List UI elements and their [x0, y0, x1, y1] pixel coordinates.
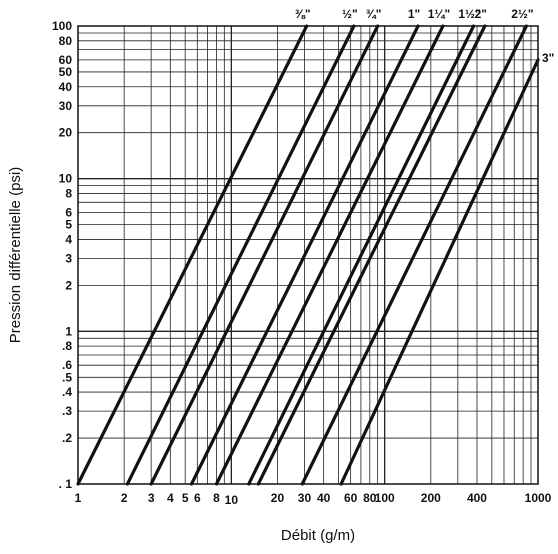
series-lines — [76, 24, 540, 486]
y-tick-label: 8 — [65, 186, 72, 200]
y-tick-label: 30 — [59, 99, 73, 113]
y-tick-label: .5 — [62, 370, 72, 384]
x-tick-label: 60 — [344, 491, 358, 505]
x-tick-label: 80 — [363, 491, 377, 505]
y-tick-label: 2 — [65, 278, 72, 292]
x-tick-label: 30 — [298, 491, 312, 505]
x-tick-label: 6 — [194, 491, 201, 505]
y-tick-label: 4 — [65, 232, 72, 246]
x-tick-label: 200 — [421, 491, 441, 505]
x-tick-label: 2 — [121, 491, 128, 505]
y-tick-label: .3 — [62, 404, 72, 418]
series-label: 3" — [542, 51, 554, 65]
series-line — [214, 24, 445, 486]
x-tick-label: 3 — [148, 491, 155, 505]
series-label: 1" — [408, 7, 420, 21]
series-line — [300, 24, 528, 486]
series-line — [125, 24, 356, 486]
y-tick-label: 10 — [59, 172, 73, 186]
series-line — [247, 24, 476, 486]
plot-frame — [77, 25, 539, 485]
x-tick-label: 8 — [213, 491, 220, 505]
series-label: ¾" — [366, 7, 382, 21]
x-tick-label: 4 — [167, 491, 174, 505]
y-tick-label: 1 — [65, 324, 72, 338]
x-tick-label: 5 — [182, 491, 189, 505]
y-tick-label: 20 — [59, 126, 73, 140]
series-label: ⅜" — [295, 7, 311, 21]
y-tick-label: 100 — [52, 19, 72, 33]
series-line — [339, 58, 540, 486]
y-tick-label: .8 — [62, 339, 72, 353]
y-tick-label: 40 — [59, 80, 73, 94]
series-label: 1½" — [458, 7, 480, 21]
y-tick-label: . 1 — [59, 477, 73, 491]
y-axis-label: Pression différentielle (psi) — [7, 167, 24, 343]
y-tick-label: 6 — [65, 206, 72, 220]
y-tick-label: 5 — [65, 218, 72, 232]
y-tick-label: .2 — [62, 431, 72, 445]
x-tick-label: 400 — [467, 491, 487, 505]
series-line — [149, 24, 380, 486]
series-label: ½" — [342, 7, 358, 21]
y-tick-label: .4 — [62, 385, 72, 399]
series-label: 2" — [475, 7, 487, 21]
y-tick-label: 80 — [59, 34, 73, 48]
y-tick-label: 50 — [59, 65, 73, 79]
y-tick-label: .6 — [62, 358, 72, 372]
x-tick-label: 40 — [317, 491, 331, 505]
series-line — [189, 24, 420, 486]
series-label: 1¼" — [428, 7, 450, 21]
x-tick-label: 1 — [75, 491, 82, 505]
series-line — [256, 24, 487, 486]
x-tick-label: 20 — [271, 491, 285, 505]
x-tick-label: 100 — [375, 491, 395, 505]
y-tick-label: 3 — [65, 251, 72, 265]
pipe-size-labels: ⅜" ½" ¾" 1" 1¼" 1½"2" 2½" 3" — [295, 7, 555, 65]
x-tick-label: 1000 — [525, 491, 552, 505]
y-tick-label: 60 — [59, 53, 73, 67]
series-line — [76, 24, 309, 486]
grid — [78, 26, 538, 484]
x-axis-label: Débit (g/m) — [281, 527, 355, 544]
x-tick-label: 10 — [225, 493, 239, 507]
series-label: 2½" — [511, 7, 533, 21]
